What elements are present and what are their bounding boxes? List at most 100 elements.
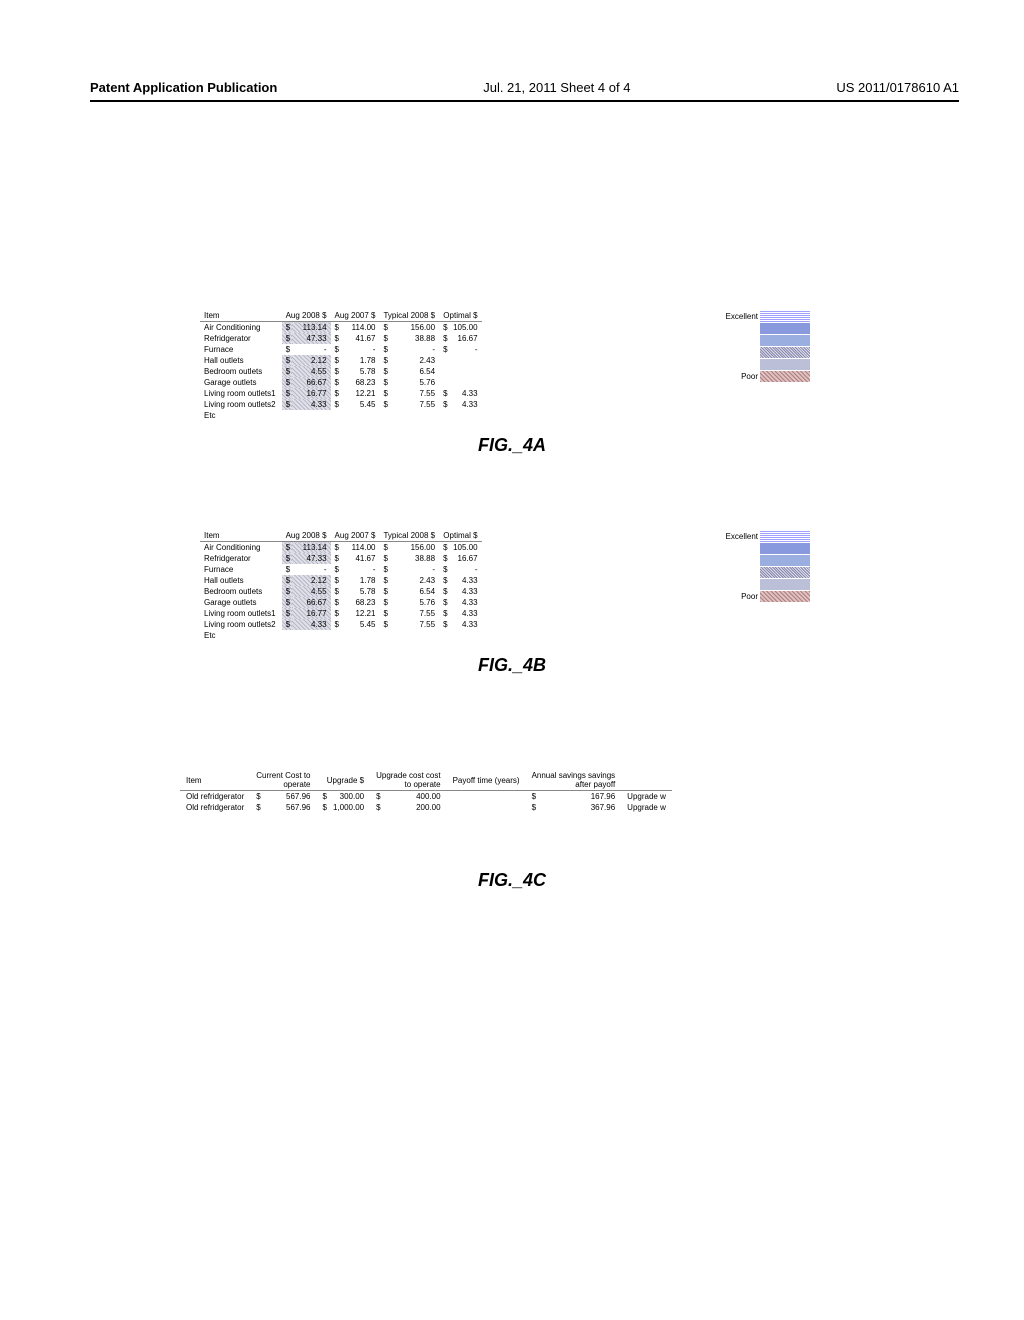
aug2008-cell: - <box>292 564 331 575</box>
aug2008-cell: 4.33 <box>292 619 331 630</box>
legend-swatch-2 <box>760 323 810 334</box>
item-cell: Living room outlets1 <box>200 388 282 399</box>
table-row: Hall outlets$2.12$1.78$2.43$4.33 <box>200 575 482 586</box>
optimal-cell: 105.00 <box>449 322 481 334</box>
aug2008-cell: 16.77 <box>292 608 331 619</box>
typical-cell: 7.55 <box>389 399 439 410</box>
typical-cell: 156.00 <box>389 322 439 334</box>
fig4a-caption: FIG._4A <box>0 435 1024 456</box>
aug2007-cell: 114.00 <box>341 542 380 554</box>
fig4a-legend: Excellent Poor <box>720 310 810 382</box>
table-row: Bedroom outlets$4.55$5.78$6.54 <box>200 366 482 377</box>
typical-cell: - <box>389 564 439 575</box>
fig4c-caption: FIG._4C <box>0 870 1024 891</box>
table-row: Refridgerator$47.33$41.67$38.88$16.67 <box>200 333 482 344</box>
table-row: Living room outlets1$16.77$12.21$7.55$4.… <box>200 608 482 619</box>
typical-cell: 7.55 <box>389 619 439 630</box>
aug2007-cell: - <box>341 344 380 355</box>
item-cell: Air Conditioning <box>200 322 282 334</box>
table-row: Air Conditioning$113.14$114.00$156.00$10… <box>200 542 482 554</box>
aug2007-cell: - <box>341 564 380 575</box>
col-header: Typical 2008 $ <box>379 530 439 542</box>
typical-cell: 5.76 <box>389 377 439 388</box>
item-cell: Garage outlets <box>200 377 282 388</box>
header-left: Patent Application Publication <box>90 80 277 95</box>
aug2007-cell: 68.23 <box>341 597 380 608</box>
item-cell: Furnace <box>200 344 282 355</box>
legend-excellent-label: Excellent <box>720 312 760 321</box>
aug2008-cell: 2.12 <box>292 355 331 366</box>
etc-row: Etc <box>200 410 282 421</box>
optimal-cell: - <box>449 564 481 575</box>
header-rule <box>90 100 959 102</box>
optimal-cell: 4.33 <box>449 608 481 619</box>
table-row: Living room outlets1$16.77$12.21$7.55$4.… <box>200 388 482 399</box>
item-cell: Garage outlets <box>200 597 282 608</box>
optimal-cell: 105.00 <box>449 542 481 554</box>
legend-swatch-3 <box>760 335 810 346</box>
fig4a-table: ItemAug 2008 $Aug 2007 $Typical 2008 $Op… <box>200 310 482 421</box>
table-row: Living room outlets2$4.33$5.45$7.55$4.33 <box>200 399 482 410</box>
item-cell: Hall outlets <box>200 575 282 586</box>
typical-cell: 156.00 <box>389 542 439 554</box>
aug2008-cell: 47.33 <box>292 333 331 344</box>
col-item: Item <box>200 530 282 542</box>
table-row: Garage outlets$66.67$68.23$5.76 <box>200 377 482 388</box>
optimal-cell: - <box>449 344 481 355</box>
typical-cell: 5.76 <box>389 597 439 608</box>
aug2008-cell: 4.55 <box>292 366 331 377</box>
legend-swatch-excellent <box>760 311 810 322</box>
optimal-cell: 4.33 <box>449 388 481 399</box>
typical-cell: 38.88 <box>389 333 439 344</box>
table-row: Furnace$-$-$-$- <box>200 564 482 575</box>
aug2008-cell: - <box>292 344 331 355</box>
aug2007-cell: 41.67 <box>341 333 380 344</box>
aug2007-cell: 1.78 <box>341 575 380 586</box>
aug2008-cell: 2.12 <box>292 575 331 586</box>
optimal-cell: 4.33 <box>449 575 481 586</box>
item-cell: Living room outlets2 <box>200 399 282 410</box>
aug2007-cell: 5.45 <box>341 399 380 410</box>
legend-swatch-4 <box>760 347 810 358</box>
item-cell: Bedroom outlets <box>200 586 282 597</box>
col-header: Optimal $ <box>439 530 481 542</box>
page-header: Patent Application Publication Jul. 21, … <box>90 80 959 95</box>
item-cell: Hall outlets <box>200 355 282 366</box>
aug2008-cell: 16.77 <box>292 388 331 399</box>
col-header: Aug 2007 $ <box>331 310 380 322</box>
item-cell: Bedroom outlets <box>200 366 282 377</box>
table-row: Bedroom outlets$4.55$5.78$6.54$4.33 <box>200 586 482 597</box>
aug2008-cell: 4.55 <box>292 586 331 597</box>
item-cell: Furnace <box>200 564 282 575</box>
aug2008-cell: 113.14 <box>292 542 331 554</box>
aug2007-cell: 114.00 <box>341 322 380 334</box>
aug2007-cell: 41.67 <box>341 553 380 564</box>
legend-swatch-5 <box>760 359 810 370</box>
optimal-cell: 4.33 <box>449 586 481 597</box>
table-row: Garage outlets$66.67$68.23$5.76$4.33 <box>200 597 482 608</box>
typical-cell: 2.43 <box>389 355 439 366</box>
aug2008-cell: 66.67 <box>292 377 331 388</box>
optimal-cell: 16.67 <box>449 333 481 344</box>
col-item: Item <box>200 310 282 322</box>
col-header: Aug 2008 $ <box>282 310 331 322</box>
fig4b-caption: FIG._4B <box>0 655 1024 676</box>
aug2007-cell: 1.78 <box>341 355 380 366</box>
col-header: Aug 2007 $ <box>331 530 380 542</box>
typical-cell: 38.88 <box>389 553 439 564</box>
item-cell: Old refridgerator <box>180 791 250 803</box>
item-cell: Refridgerator <box>200 333 282 344</box>
typical-cell: 6.54 <box>389 586 439 597</box>
col-header: Optimal $ <box>439 310 481 322</box>
aug2007-cell: 12.21 <box>341 608 380 619</box>
legend-poor-label: Poor <box>720 372 760 381</box>
aug2007-cell: 12.21 <box>341 388 380 399</box>
typical-cell: 6.54 <box>389 366 439 377</box>
aug2008-cell: 4.33 <box>292 399 331 410</box>
table-row: Furnace$-$-$-$- <box>200 344 482 355</box>
fig4b-legend: Excellent Poor <box>720 530 810 602</box>
aug2008-cell: 66.67 <box>292 597 331 608</box>
col-header: Aug 2008 $ <box>282 530 331 542</box>
item-cell: Air Conditioning <box>200 542 282 554</box>
optimal-cell: 4.33 <box>449 619 481 630</box>
